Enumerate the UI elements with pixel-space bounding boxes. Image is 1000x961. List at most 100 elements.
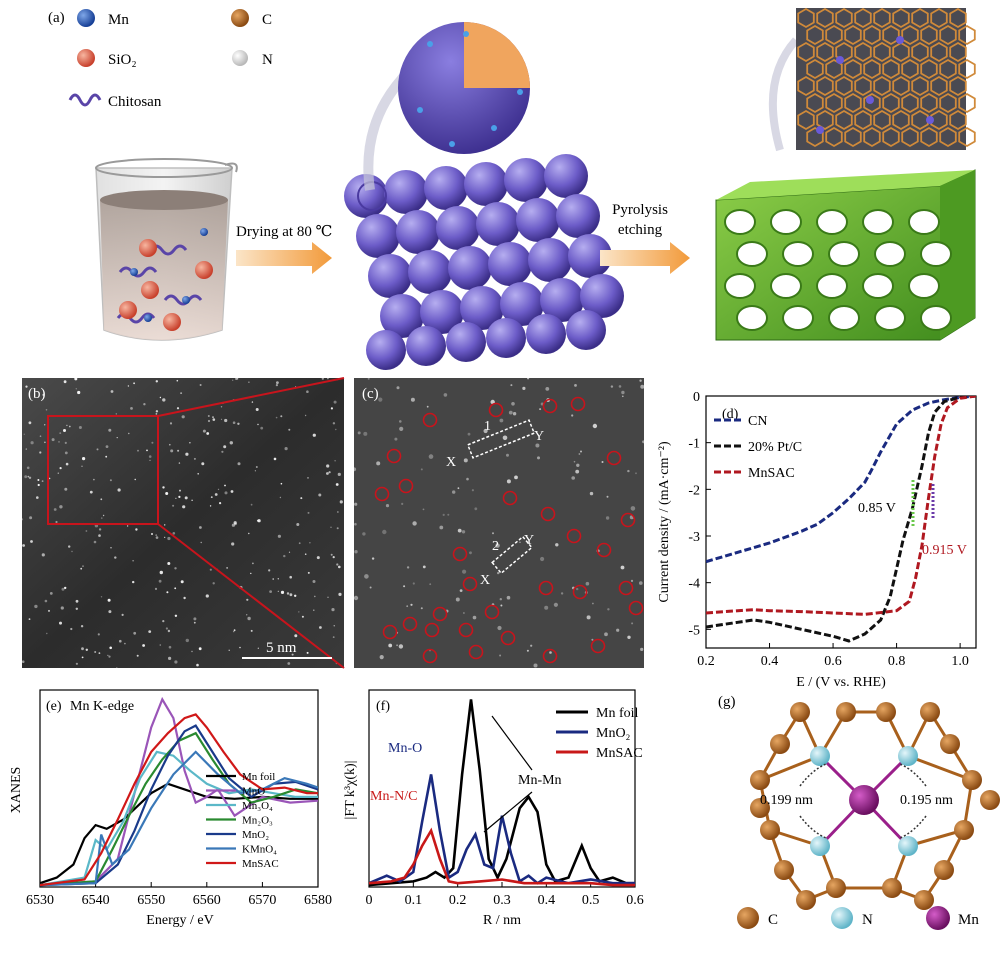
mn-site — [836, 56, 844, 64]
zoom-region-box — [47, 415, 159, 525]
silica-sphere — [356, 214, 400, 258]
single-atom-marker — [628, 600, 644, 616]
silica-sphere — [500, 282, 544, 326]
panel-c: (c) 1 X Y 2 X Y — [354, 378, 644, 668]
manganese-legend-icon — [926, 906, 950, 930]
mn-site — [926, 116, 934, 124]
pore — [816, 209, 848, 235]
pore — [920, 305, 952, 331]
series-line-20-pt-c — [706, 396, 976, 643]
pore — [770, 209, 802, 235]
beaker-illustration — [95, 158, 238, 341]
panel-a-tag: (a) — [48, 10, 65, 26]
legend-label: CN — [748, 414, 767, 429]
single-atom-marker — [572, 584, 588, 600]
y-tick-label: -4 — [688, 577, 700, 592]
silica-sphere — [344, 174, 388, 218]
single-atom-marker — [590, 638, 606, 654]
single-atom-marker — [386, 448, 402, 464]
single-atom-marker — [500, 630, 516, 646]
pore — [862, 273, 894, 299]
x-tick-label: 0.6 — [626, 893, 644, 908]
legend-n-label: N — [262, 52, 273, 68]
panel-d-tag: (d) — [722, 407, 739, 422]
profile-1-x: X — [446, 455, 456, 470]
mn-atom-icon — [77, 9, 95, 27]
pore — [874, 241, 906, 267]
process-arrow-1 — [236, 242, 332, 274]
single-atom-marker — [502, 490, 518, 506]
pore — [874, 305, 906, 331]
x-tick-label: 6540 — [82, 893, 110, 908]
profile-2-y: Y — [524, 533, 534, 548]
series-line-mn-o- — [40, 731, 318, 887]
silica-sphere — [540, 278, 584, 322]
legend-chitosan-label: Chitosan — [108, 94, 162, 110]
panel-d-lsv-chart: 0.2 0.4 0.6 0.8 1.0 0 -1 -2 -3 -4 -5 (d) CN 20% Pt/… — [657, 390, 977, 690]
silica-sphere — [566, 310, 606, 350]
panel-g-tag: (g) — [718, 694, 736, 710]
x-tick-label: 0.1 — [405, 893, 423, 908]
pore — [816, 273, 848, 299]
silica-sphere — [420, 290, 464, 334]
series-line-cn — [706, 396, 976, 564]
pore — [724, 273, 756, 299]
pore — [782, 305, 814, 331]
silica-sphere — [446, 322, 486, 362]
series-line-mn-foil — [369, 699, 635, 887]
silica-sphere — [516, 198, 560, 242]
legend-label: MnO — [242, 786, 265, 798]
distance-right-label: 0.195 nm — [900, 793, 953, 808]
single-atom-marker — [538, 580, 554, 596]
panel-e-xanes-chart: 6530 6540 6550 6560 6570 6580 (e) Mn K-edge M… — [9, 689, 332, 928]
single-atom-marker — [382, 624, 398, 640]
chitosan-chain-icon — [68, 93, 102, 107]
carbon-atom — [876, 702, 896, 722]
legend-g-n: N — [862, 912, 873, 928]
carbon-atom — [750, 798, 770, 818]
silica-sphere — [406, 326, 446, 366]
step-pyrolysis-label: Pyrolysis — [612, 202, 668, 218]
panel-b-tag: (b) — [28, 386, 46, 402]
silica-sphere — [368, 254, 412, 298]
pore — [908, 209, 940, 235]
annotation-halfwave-mnsac: 0.915 V — [922, 543, 967, 558]
x-tick-label: 0.4 — [538, 893, 556, 908]
legend-label: Mn₂O₃ — [242, 815, 273, 827]
pore — [770, 273, 802, 299]
annotation-mn-mn: Mn-Mn — [518, 773, 562, 788]
legend-sio2-label: SiO₂ — [108, 52, 137, 68]
nitrogen-atom-icon — [232, 50, 248, 66]
series-line-mnsac — [40, 713, 318, 887]
single-atom-marker — [398, 478, 414, 494]
profile-2-x: X — [480, 573, 490, 588]
silica-sphere — [486, 318, 526, 358]
panel-g-structure: (g) 0.199 nm 0.195 nm C N Mn — [718, 694, 1000, 930]
pore — [736, 305, 768, 331]
legend-g-mn: Mn — [958, 912, 979, 928]
silica-sphere — [528, 238, 572, 282]
carbon-atom — [770, 734, 790, 754]
series-line-mn-foil — [40, 782, 318, 885]
panel-d-xlabel: E / (V vs. RHE) — [796, 675, 886, 690]
single-atom-marker — [570, 396, 586, 412]
y-tick-label: -2 — [688, 483, 700, 498]
single-atom-marker — [606, 450, 622, 466]
single-atom-marker — [566, 528, 582, 544]
series-line-mnsac — [369, 827, 635, 887]
carbon-atom — [920, 702, 940, 722]
x-tick-label: 0.2 — [697, 654, 715, 669]
silica-sphere — [460, 286, 504, 330]
annotation-mn-n-c: Mn-N/C — [370, 789, 417, 804]
legend-mn-label: Mn — [108, 12, 129, 28]
y-tick-label: -5 — [688, 623, 700, 638]
silica-sphere — [544, 154, 588, 198]
line-profile-box-1 — [466, 419, 536, 459]
legend-label: MnSAC — [596, 746, 643, 761]
panel-e-xlabel: Energy / eV — [146, 913, 213, 928]
x-tick-label: 6570 — [248, 893, 276, 908]
single-atom-marker — [596, 542, 612, 558]
single-atom-marker — [424, 622, 440, 638]
pore — [862, 209, 894, 235]
